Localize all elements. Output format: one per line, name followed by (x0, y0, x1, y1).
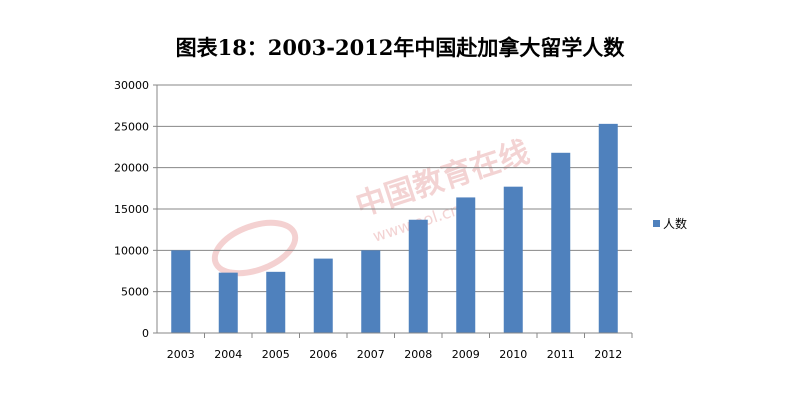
bar-2005 (266, 271, 286, 333)
x-tick-label: 2009 (452, 348, 480, 361)
y-tick-label: 15000 (114, 203, 149, 216)
y-tick-label: 30000 (114, 79, 149, 92)
chart-title: 图表18：2003-2012年中国赴加拿大留学人数 (175, 35, 625, 60)
x-tick-label: 2008 (404, 348, 432, 361)
bar-2011 (551, 152, 571, 333)
legend-label: 人数 (663, 216, 687, 231)
bar-2010 (503, 186, 523, 333)
bar-2007 (361, 250, 381, 333)
bar-2012 (598, 123, 618, 333)
x-axis-ticks: 2003 2004 2005 2006 2007 2008 2009 2010 2011 2012 (157, 332, 633, 361)
y-tick-label: 10000 (114, 244, 149, 257)
y-tick-label: 20000 (114, 162, 149, 175)
y-tick-label: 5000 (121, 286, 149, 299)
x-tick-label: 2005 (262, 348, 290, 361)
legend-swatch (653, 220, 660, 227)
bar-2006 (313, 258, 333, 333)
x-tick-label: 2004 (214, 348, 242, 361)
bar-2003 (171, 250, 191, 333)
bar-2009 (456, 197, 476, 333)
legend: 人数 (653, 216, 687, 231)
watermark-logo-swoosh (211, 219, 299, 277)
x-tick-label: 2010 (499, 348, 527, 361)
x-tick-label: 2007 (357, 348, 385, 361)
y-tick-label: 25000 (114, 120, 149, 133)
x-tick-label: 2011 (547, 348, 575, 361)
y-axis-ticks: 0 5000 10000 15000 20000 25000 30000 (114, 79, 157, 340)
x-tick-label: 2012 (594, 348, 622, 361)
x-tick-label: 2006 (309, 348, 337, 361)
x-tick-label: 2003 (167, 348, 195, 361)
bar-2004 (218, 272, 238, 333)
bars (171, 123, 618, 333)
y-tick-label: 0 (142, 327, 149, 340)
bar-2008 (408, 219, 428, 333)
